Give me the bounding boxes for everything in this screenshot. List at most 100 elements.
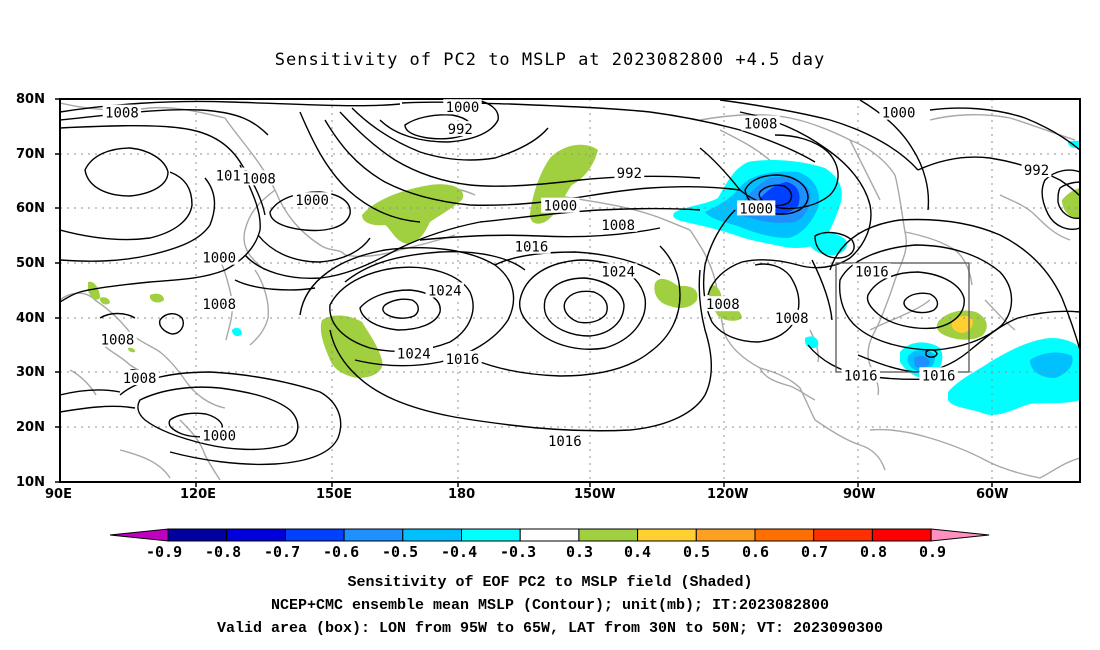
positive-shade <box>128 347 136 353</box>
colorbar-swatch <box>695 528 756 542</box>
contour-label: 1016 <box>515 240 549 256</box>
contour-label: 992 <box>1024 163 1049 179</box>
contour-label: 1000 <box>202 428 236 444</box>
positive-shade <box>150 293 164 303</box>
negative-shade <box>948 338 1080 415</box>
colorbar-label: -0.9 <box>146 543 183 561</box>
negative-shade <box>805 336 819 349</box>
contour-label: 1008 <box>706 297 740 313</box>
colorbar-swatch <box>813 528 873 542</box>
colorbar-label: 0.3 <box>566 543 594 561</box>
contour-label-bg <box>852 263 892 279</box>
tick-marks <box>55 98 993 487</box>
colorbar-label: -0.4 <box>441 543 478 561</box>
positive-shade <box>100 297 110 305</box>
positive-shade <box>362 184 464 244</box>
lat-label-80n: 80N <box>16 92 45 107</box>
colorbar-swatch <box>754 528 815 542</box>
map-frame <box>59 98 1081 483</box>
negative-shade-strong <box>914 355 930 369</box>
contour-label: 1016 <box>922 368 956 384</box>
negative-shade <box>232 327 242 337</box>
lat-label-60n: 60N <box>16 201 45 216</box>
contour-label-bg <box>120 370 159 386</box>
contour-label: 1008 <box>202 297 236 313</box>
colorbar-label: -0.5 <box>382 543 419 561</box>
contour-label-bg <box>200 296 239 312</box>
colorbar-swatch <box>167 528 228 542</box>
positive-shade-strong <box>951 315 973 333</box>
contour-label: 1024 <box>428 284 462 300</box>
contour-label: 1000 <box>202 251 236 267</box>
contour-label-bg <box>200 427 239 443</box>
contour-label: 1016 <box>844 368 878 384</box>
contour-label: 1008 <box>101 333 135 349</box>
contour-label: 1000 <box>543 199 577 215</box>
colorbar-swatch <box>402 528 462 542</box>
contour-label: 1016 <box>548 434 582 450</box>
colorbar-swatch <box>637 528 697 542</box>
contour-label-bg <box>599 263 638 279</box>
contour-label: 1024 <box>601 264 635 280</box>
lat-label-20n: 20N <box>16 420 45 435</box>
colorbar <box>109 528 990 542</box>
contour-label-bg <box>512 238 551 254</box>
contour-label-bg <box>292 192 332 208</box>
contour-label-bg <box>98 331 137 347</box>
contour-label-bg <box>703 296 742 312</box>
lon-label-150w: 150W <box>574 487 616 502</box>
contour-label-bg <box>200 249 239 265</box>
contour-label-bg <box>102 104 142 120</box>
lat-label-40n: 40N <box>16 311 45 326</box>
contour-label-bg <box>541 197 580 213</box>
colorbar-swatch <box>226 528 286 542</box>
colorbar-label: -0.3 <box>500 543 537 561</box>
colorbar-label: -0.8 <box>205 543 242 561</box>
colorbar-label: 0.6 <box>742 543 770 561</box>
contour-label-bg <box>879 104 918 120</box>
lon-label-90w: 90W <box>843 487 876 502</box>
colorbar-swatch <box>578 528 639 542</box>
positive-shade <box>88 281 100 300</box>
contour-label-bg <box>736 200 776 216</box>
caption-line-3: Valid area (box): LON from 95W to 65W, L… <box>216 620 884 637</box>
contour-label-bg <box>443 99 482 115</box>
colorbar-label: 0.7 <box>801 543 829 561</box>
colorbar-label: -0.6 <box>323 543 360 561</box>
contour-label-bg <box>741 115 780 131</box>
contour-label: 1008 <box>744 117 778 133</box>
colorbar-label: 0.5 <box>683 543 711 561</box>
caption-line-2: NCEP+CMC ensemble mean MSLP (Contour); u… <box>270 597 830 614</box>
contour-label: 992 <box>617 166 642 182</box>
contour-label-bg <box>445 121 476 137</box>
colorbar-label: -0.7 <box>264 543 301 561</box>
contour-label: 1008 <box>242 171 276 187</box>
contour-label-bg <box>599 216 638 232</box>
contour-label-bg <box>919 367 958 383</box>
colorbar-left-arrow <box>109 528 169 542</box>
contour-label: 1000 <box>446 100 480 116</box>
lon-label-60w: 60W <box>976 487 1009 502</box>
contour-labels: 1008 1000 992 1008 1000 992 1016 1008 1000 992 100… <box>98 99 1052 450</box>
contour-label: 1000 <box>739 201 773 217</box>
contour-label: 1000 <box>295 193 329 209</box>
contour-label-bg <box>614 164 645 180</box>
colorbar-swatch <box>461 528 521 542</box>
contour-label-bg <box>425 282 464 298</box>
contour-label-bg <box>1021 162 1052 178</box>
colorbar-swatch <box>343 528 404 542</box>
positive-shade <box>654 278 698 308</box>
map-title: Sensitivity of PC2 to MSLP at 2023082800… <box>274 50 826 70</box>
colorbar-label: 0.8 <box>860 543 888 561</box>
negative-shade <box>807 232 847 256</box>
positive-shade <box>320 315 383 378</box>
lon-label-150e: 150E <box>316 487 353 502</box>
caption-line-1: Sensitivity of EOF PC2 to MSLP field (Sh… <box>347 574 753 591</box>
lon-label-120w: 120W <box>707 487 749 502</box>
contour-label: 1008 <box>123 371 157 387</box>
colorbar-right-arrow <box>930 528 990 542</box>
lat-label-50n: 50N <box>16 256 45 271</box>
colorbar-label: 0.4 <box>624 543 652 561</box>
contour-label-bg <box>841 367 880 383</box>
